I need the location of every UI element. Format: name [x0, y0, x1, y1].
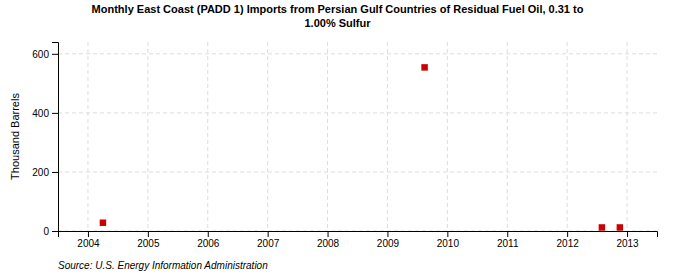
- x-tick-label: 2013: [616, 238, 639, 249]
- y-tick-label: 400: [32, 108, 49, 119]
- x-tick-mark: [208, 231, 209, 237]
- x-tick-mark: [328, 231, 329, 237]
- grid-line: [387, 42, 388, 231]
- x-axis-line: [59, 232, 658, 238]
- grid-line: [207, 42, 208, 231]
- grid-line: [58, 53, 657, 54]
- grid-line: [447, 42, 448, 231]
- x-tick: 2004: [77, 231, 100, 249]
- y-tick: 400: [32, 108, 58, 119]
- y-tick-mark: [52, 231, 58, 232]
- grid-line: [627, 42, 628, 231]
- y-axis-title: Thousand Barrels: [9, 93, 21, 180]
- title: Monthly East Coast (PADD 1) Imports from…: [92, 3, 584, 29]
- x-tick-mark: [88, 231, 89, 237]
- y-tick: 0: [43, 226, 58, 237]
- x-tick-label: 2004: [77, 238, 100, 249]
- points: [100, 64, 623, 231]
- y-tick-label: 0: [43, 226, 49, 237]
- point: [599, 224, 605, 230]
- x-tick-mark: [148, 231, 149, 237]
- x-tick-label: 2005: [137, 238, 160, 249]
- x-tick: 2010: [437, 231, 460, 249]
- x-tick: 2013: [616, 231, 639, 249]
- y-tick-mark: [52, 54, 58, 55]
- y-tick-label: 200: [32, 167, 49, 178]
- x-tick-label: 2009: [377, 238, 400, 249]
- chart: 2004 2005 2006 2007 2008 2009 2010 2011 2012 2013…: [0, 0, 675, 275]
- x-tick-mark: [507, 231, 508, 237]
- x-tick-mark: [567, 231, 568, 237]
- x-tick: 2009: [377, 231, 400, 249]
- x-tick-label: 2010: [437, 238, 460, 249]
- x-tick-label: 2007: [257, 238, 280, 249]
- x-tick-label: 2012: [557, 238, 580, 249]
- x-tick: 2012: [557, 231, 580, 249]
- x-tick-mark: [268, 231, 269, 237]
- grid-line: [567, 42, 568, 231]
- grid-line: [267, 42, 268, 231]
- x-tick: 2005: [137, 231, 160, 249]
- y-tick: 200: [32, 167, 58, 178]
- x-tick: 2008: [317, 231, 340, 249]
- x-tick: 2006: [197, 231, 220, 249]
- x-tick: 2011: [497, 231, 519, 249]
- y-tick-mark: [52, 113, 58, 114]
- grid-line: [327, 42, 328, 231]
- x-axis: 2004 2005 2006 2007 2008 2009 2010 2011 2012 2013: [59, 231, 658, 249]
- x-tick-mark: [627, 231, 628, 237]
- plot-area: 2004 2005 2006 2007 2008 2009 2010 2011 2012 2013…: [32, 42, 657, 249]
- grid-line: [147, 42, 148, 231]
- point: [617, 224, 623, 230]
- grid-line: [507, 42, 508, 231]
- y-tick: 600: [32, 49, 58, 60]
- y-tick-label: 600: [32, 49, 49, 60]
- y-tick-mark: [52, 172, 58, 173]
- x-tick-mark: [387, 231, 388, 237]
- x-tick-label: 2006: [197, 238, 220, 249]
- point: [421, 64, 427, 70]
- x-tick-mark: [447, 231, 448, 237]
- x-tick-label: 2011: [497, 238, 519, 249]
- grid: [58, 42, 657, 231]
- grid-line: [87, 42, 88, 231]
- x-tick: 2007: [257, 231, 280, 249]
- y-axis-line: [52, 43, 59, 232]
- source-note: Source: U.S. Energy Information Administ…: [58, 260, 268, 271]
- y-axis: 0 200 400 600: [32, 43, 58, 237]
- point: [100, 219, 106, 225]
- x-tick-label: 2008: [317, 238, 340, 249]
